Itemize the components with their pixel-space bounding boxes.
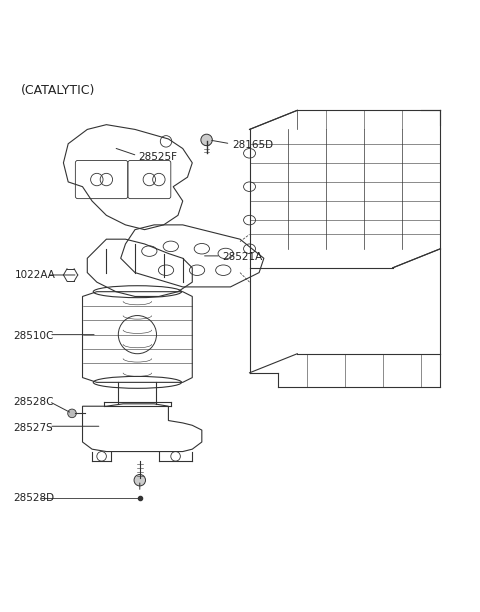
Text: 28510C: 28510C [13,331,54,341]
Text: 28528C: 28528C [13,397,54,408]
Text: 28525F: 28525F [138,152,177,162]
Text: (CATALYTIC): (CATALYTIC) [21,84,95,97]
Text: 28527S: 28527S [13,423,53,433]
Circle shape [134,474,145,486]
Text: 28521A: 28521A [222,252,263,263]
Text: 28165D: 28165D [232,140,273,150]
Circle shape [68,409,76,417]
Circle shape [201,134,212,146]
Text: 1022AA: 1022AA [15,270,56,280]
Text: 28528D: 28528D [13,493,54,503]
